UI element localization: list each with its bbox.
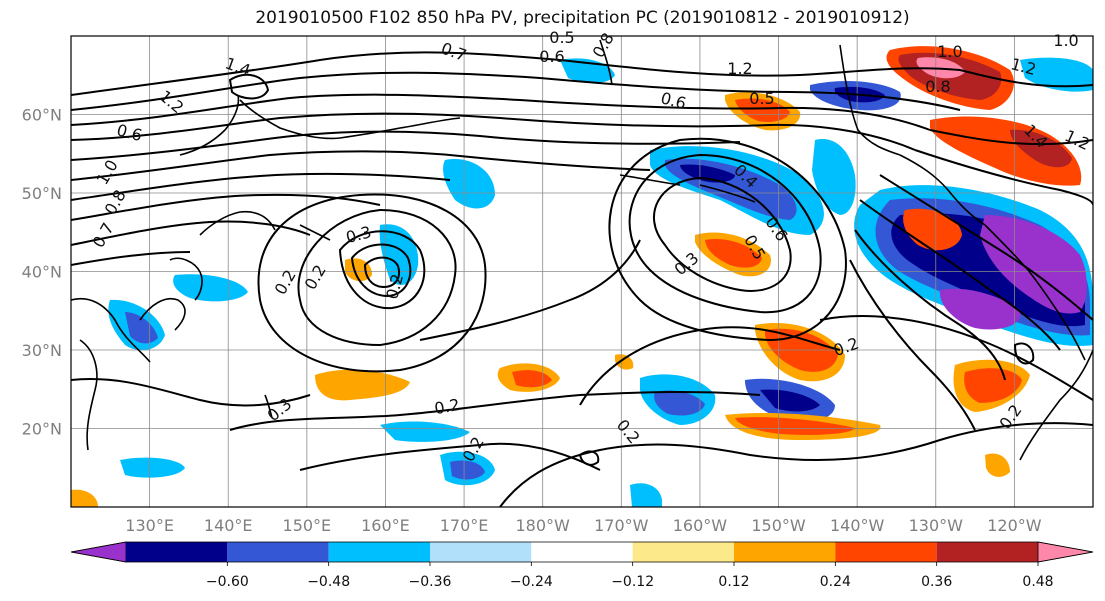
colorbar-outline <box>70 541 1094 563</box>
lon-label: 130°E <box>125 516 174 535</box>
lon-label: 170°W <box>594 516 649 535</box>
lon-label: 160°W <box>673 516 728 535</box>
pos-anomaly-region <box>380 421 470 442</box>
neg-anomaly-region <box>173 274 248 302</box>
lat-label: 60°N <box>22 106 62 125</box>
colorbar-segment <box>632 542 734 562</box>
colorbar-tick-label: 0.36 <box>921 574 952 590</box>
lat-label: 20°N <box>22 420 62 439</box>
colorbar-segment <box>734 542 836 562</box>
latitude-labels: 20°N 30°N 40°N 50°N 60°N <box>22 106 62 439</box>
lon-label: 150°E <box>283 516 332 535</box>
neg-anomaly-region <box>980 215 1087 314</box>
colorbar-segment <box>531 542 633 562</box>
neg-anomaly-region <box>443 159 495 209</box>
figure-title: 2019010500 F102 850 hPa PV, precipitatio… <box>255 8 910 28</box>
lat-label: 40°N <box>22 263 62 282</box>
neg-anomaly-region <box>1020 57 1093 92</box>
pos-anomaly-region <box>735 98 790 122</box>
lat-label: 30°N <box>22 341 62 360</box>
pv-contours <box>71 51 1093 507</box>
colorbar: −0.60 −0.48 −0.36 −0.24 −0.12 0.12 0.24 0.36 0.4… <box>70 541 1094 590</box>
colorbar-segment <box>126 542 228 562</box>
pos-anomaly-region <box>1010 129 1072 168</box>
contour-label: 0.8 <box>925 77 950 96</box>
neg-anomaly-region <box>812 139 856 215</box>
pos-anomaly-region <box>735 417 855 435</box>
lon-label: 180°W <box>516 516 571 535</box>
lon-label: 140°E <box>204 516 253 535</box>
neg-anomaly-region <box>654 390 705 416</box>
neg-anomaly-region <box>939 288 1021 330</box>
pos-anomaly-region <box>705 238 762 268</box>
lon-label: 140°W <box>830 516 885 535</box>
pos-anomaly-region <box>315 369 410 401</box>
colorbar-tick-label: −0.24 <box>510 574 553 590</box>
pos-anomaly-region <box>964 368 1022 403</box>
pos-anomaly-region <box>930 116 1082 186</box>
colorbar-tick-label: 0.48 <box>1022 574 1053 590</box>
map-frame <box>70 35 1094 508</box>
contour-label: 1.0 <box>1053 31 1078 50</box>
colorbar-tick-label: −0.12 <box>611 574 654 590</box>
contour-label: 0.5 <box>549 28 574 47</box>
colorbar-segment <box>328 542 430 562</box>
pos-anomaly-region <box>615 354 634 370</box>
colorbar-tick-label: −0.48 <box>307 574 350 590</box>
colorbar-extend-low <box>70 541 127 563</box>
colorbar-tick-label: −0.36 <box>409 574 452 590</box>
coastlines <box>71 39 1093 461</box>
contour-label: 1.2 <box>727 59 752 78</box>
neg-anomaly-region <box>630 483 662 507</box>
lon-label: 130°W <box>909 516 964 535</box>
neg-anomaly-region <box>760 389 820 412</box>
neg-anomaly-region <box>450 460 485 480</box>
colorbar-segment <box>227 542 329 562</box>
colorbar-tick-label: −0.60 <box>206 574 249 590</box>
lat-label: 50°N <box>22 184 62 203</box>
contour-label: 0.2 <box>433 395 461 418</box>
colorbar-segment <box>936 542 1038 562</box>
colorbar-segment <box>430 542 532 562</box>
contour-label: 1.0 <box>937 42 962 61</box>
pos-anomaly-region <box>985 453 1010 477</box>
lon-label: 150°W <box>751 516 806 535</box>
contour-label: 0.6 <box>539 47 564 66</box>
colorbar-segment <box>835 542 937 562</box>
lon-label: 120°W <box>987 516 1042 535</box>
lon-label: 160°E <box>361 516 410 535</box>
colorbar-tick-label: 0.12 <box>718 574 749 590</box>
colorbar-tick-label: 0.24 <box>820 574 851 590</box>
longitude-labels: 130°E 140°E 150°E 160°E 170°E 180°W 170°W 160°W… <box>125 516 1041 535</box>
neg-anomaly-region <box>680 164 735 183</box>
pos-anomaly-region <box>512 370 552 388</box>
contour-label: 0.5 <box>749 89 774 108</box>
colorbar-extend-high <box>1037 541 1094 563</box>
pos-anomaly-region <box>71 489 98 507</box>
neg-anomaly-region <box>120 457 185 478</box>
lon-label: 170°E <box>440 516 489 535</box>
